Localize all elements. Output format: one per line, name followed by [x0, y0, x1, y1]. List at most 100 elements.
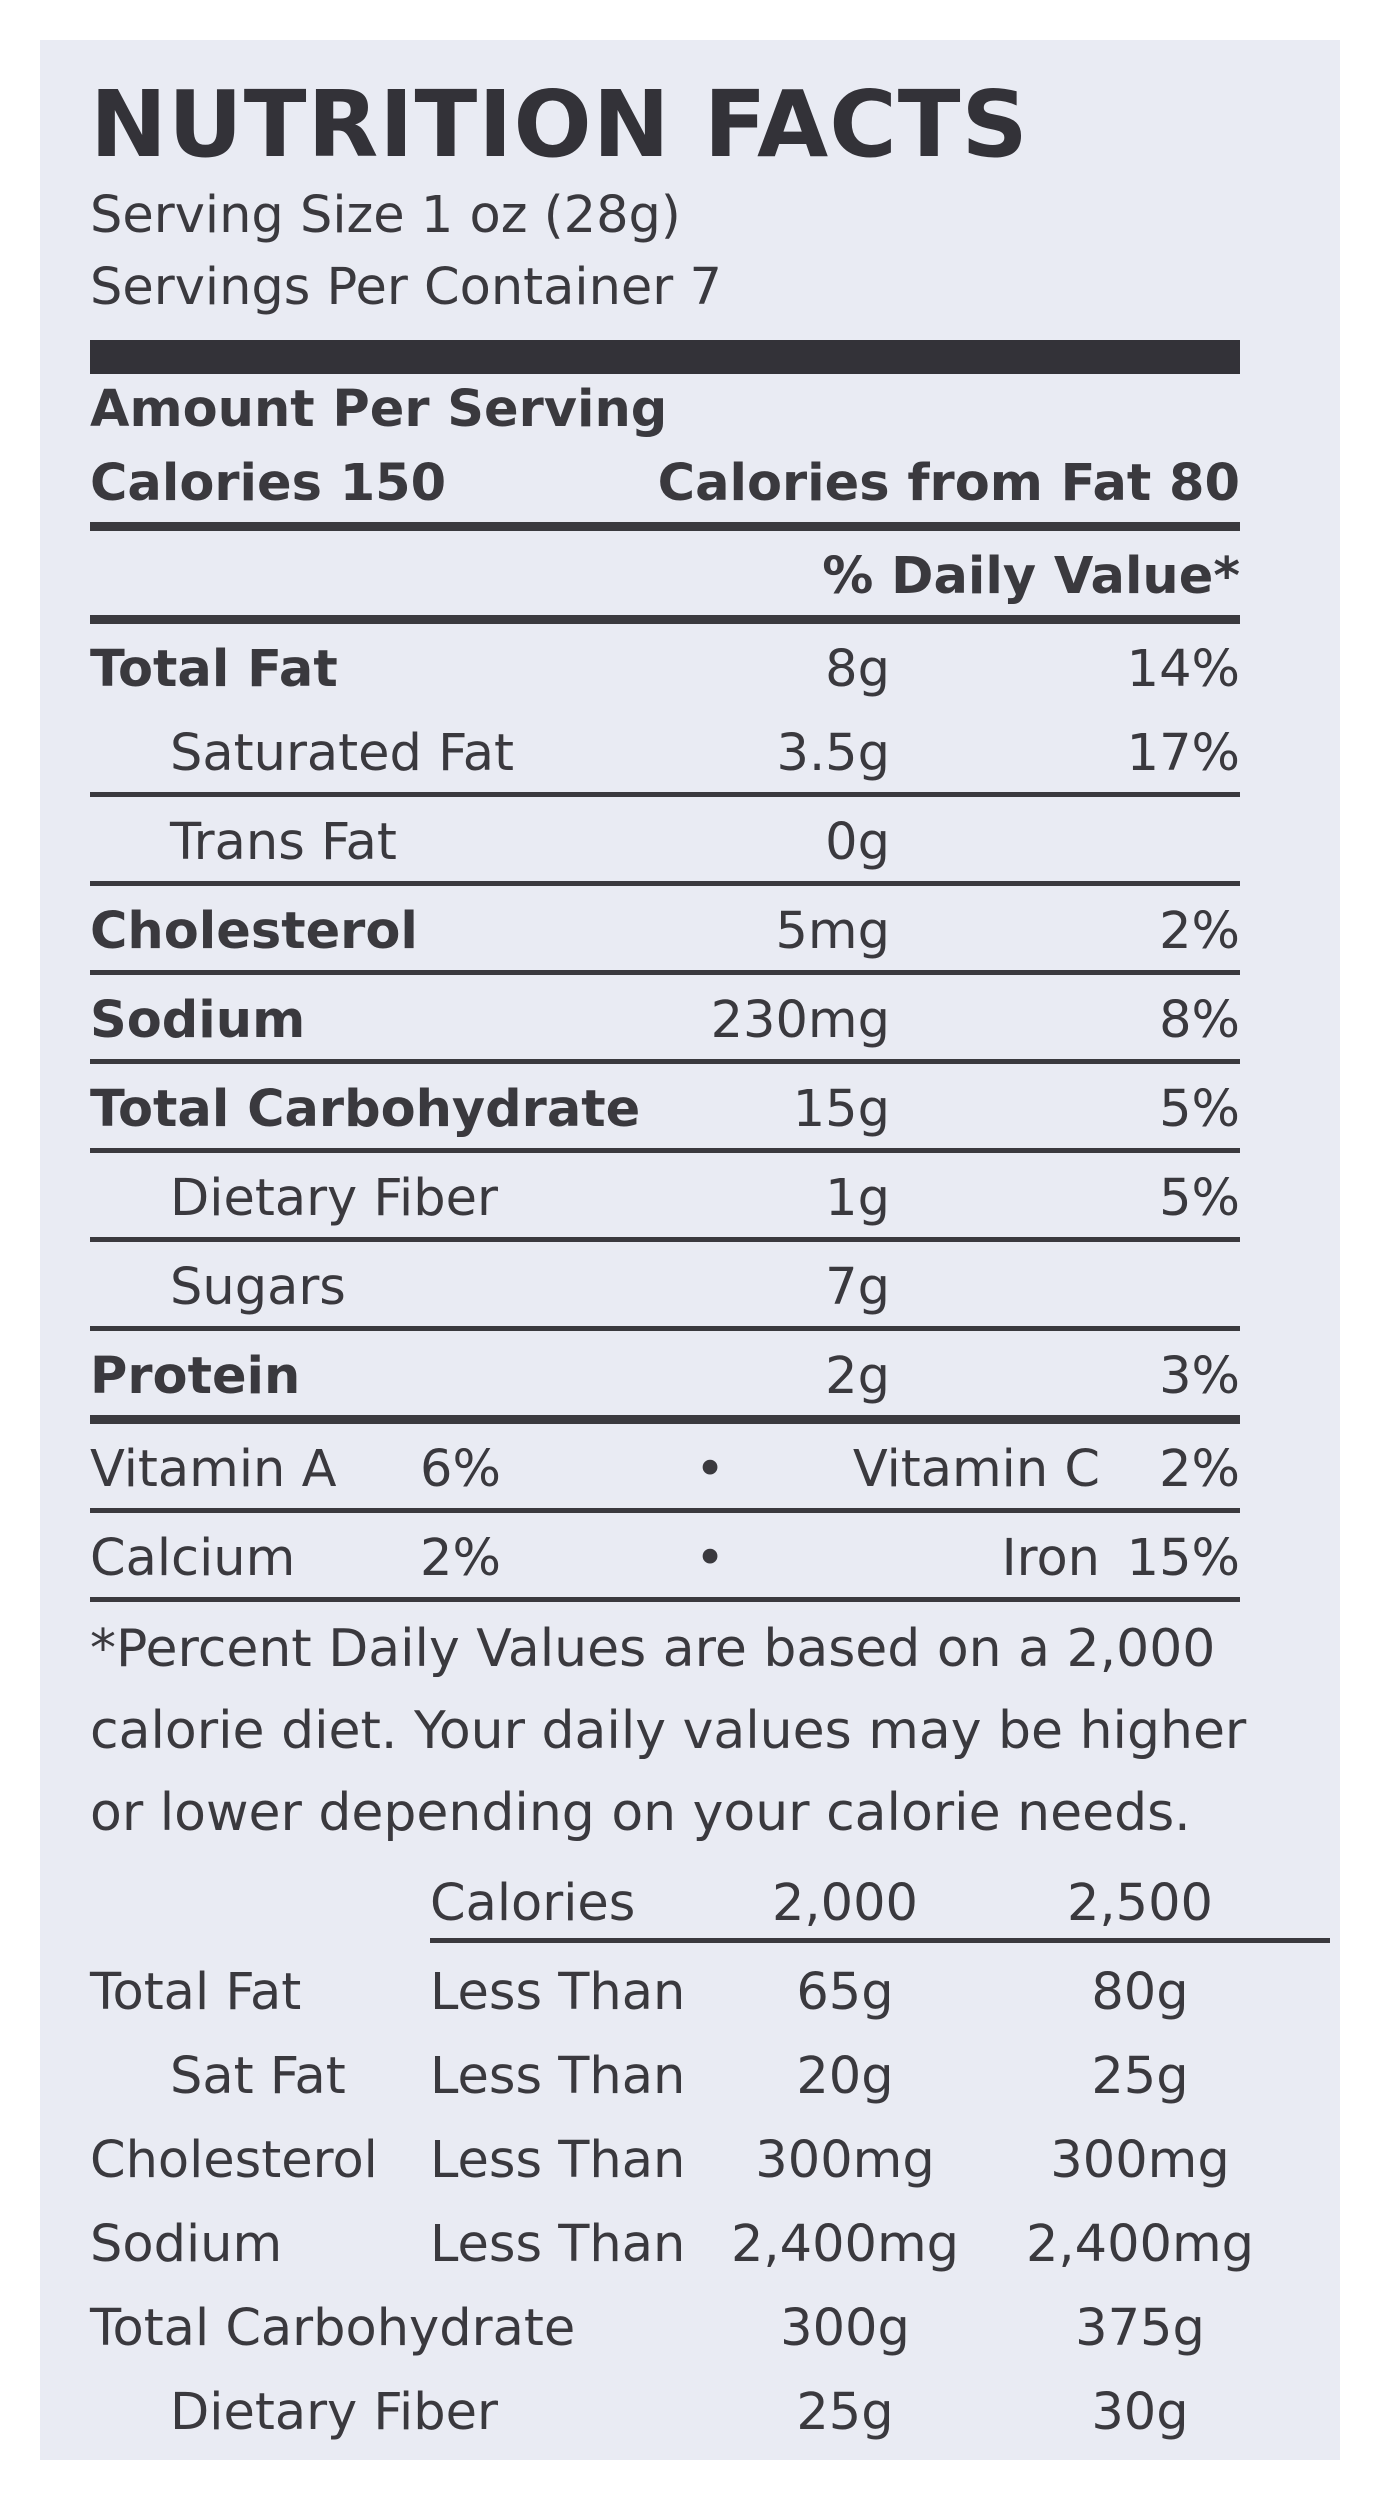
nutrient-row-total-carbohydrate: Total Carbohydrate 15g 5%	[90, 1064, 1240, 1148]
nutrient-percent: 17%	[1126, 724, 1240, 783]
nutrient-row-sugars: Sugars 7g	[90, 1242, 1240, 1326]
divider	[90, 792, 1240, 797]
nutrient-percent: 5%	[1159, 1080, 1240, 1139]
table-row-value-2500: 2,400mg	[1025, 2215, 1255, 2274]
table-row: Sat Fat Less Than 20g 25g	[90, 2027, 1290, 2111]
calories-row: Calories 150 Calories from Fat 80	[90, 448, 1240, 522]
amount-per-serving-text: Amount Per Serving	[90, 380, 668, 439]
table-row-value-2000: 300mg	[755, 2131, 935, 2190]
serving-size: Serving Size 1 oz (28g)	[90, 186, 681, 245]
table-row-value-2500: 375g	[1075, 2299, 1205, 2358]
table-row-value-2000: 20g	[796, 2047, 894, 2106]
thick-divider	[90, 340, 1240, 374]
nutrient-name: Protein	[90, 1347, 301, 1406]
table-row-name: Total Carbohydrate	[90, 2299, 576, 2358]
nutrient-row-trans-fat: Trans Fat 0g	[90, 797, 1240, 881]
column-2000: 2,000	[771, 1874, 918, 1933]
nutrient-row-protein: Protein 2g 3%	[90, 1331, 1240, 1415]
nutrient-amount: 7g	[825, 1258, 890, 1317]
table-row-value-2000: 2,400mg	[730, 2215, 960, 2274]
divider	[90, 522, 1240, 531]
nutrient-row-dietary-fiber: Dietary Fiber 1g 5%	[90, 1153, 1240, 1237]
divider	[430, 1938, 1330, 1943]
nutrient-percent: 14%	[1126, 640, 1240, 699]
nutrient-name: Total Fat	[90, 640, 338, 699]
divider	[90, 615, 1240, 624]
vitamin-percent: 2%	[420, 1529, 501, 1588]
divider	[90, 1326, 1240, 1331]
table-row-value-2500: 300mg	[1050, 2131, 1230, 2190]
daily-value-header-text: % Daily Value*	[822, 547, 1240, 606]
table-row-value-2000: 300g	[780, 2299, 910, 2358]
calories-label: Calories	[430, 1874, 636, 1933]
vitamin-row-2: Calcium 2% • Iron 15%	[90, 1513, 1240, 1597]
nutrition-label: NUTRITION FACTS Serving Size 1 oz (28g) …	[90, 70, 1330, 2447]
nutrient-percent: 3%	[1159, 1347, 1240, 1406]
nutrient-name: Saturated Fat	[170, 724, 515, 783]
divider	[90, 1148, 1240, 1153]
nutrient-amount: 3.5g	[776, 724, 890, 783]
divider	[90, 1415, 1240, 1424]
nutrient-amount: 1g	[825, 1169, 890, 1228]
nutrient-percent: 8%	[1159, 991, 1240, 1050]
vitamin-name: Calcium	[90, 1529, 296, 1588]
vitamin-name: Iron	[1001, 1529, 1100, 1588]
bullet-icon: •	[694, 1440, 726, 1499]
nutrient-name: Sodium	[90, 991, 306, 1050]
vitamin-percent: 2%	[1159, 1440, 1240, 1499]
nutrient-amount: 0g	[825, 813, 890, 872]
table-row: Total Fat Less Than 65g 80g	[90, 1943, 1290, 2027]
daily-value-header: % Daily Value*	[90, 531, 1240, 615]
table-row-qualifier: Less Than	[430, 1963, 686, 2022]
divider	[90, 1237, 1240, 1242]
table-row-name: Sat Fat	[170, 2047, 346, 2106]
nutrient-percent: 5%	[1159, 1169, 1240, 1228]
nutrient-row-total-fat: Total Fat 8g 14%	[90, 624, 1240, 708]
calories-from-fat-text: Calories from Fat 80	[657, 454, 1240, 513]
nutrient-row-sodium: Sodium 230mg 8%	[90, 975, 1240, 1059]
table-row-name: Dietary Fiber	[170, 2383, 498, 2442]
table-row-qualifier: Less Than	[430, 2215, 686, 2274]
daily-value-table-header: Calories 2,000 2,500	[90, 1854, 1290, 1938]
divider	[90, 881, 1240, 886]
calories-text: Calories 150	[90, 454, 447, 513]
nutrient-amount: 5mg	[775, 902, 890, 961]
nutrient-amount: 230mg	[710, 991, 890, 1050]
label-title: NUTRITION FACTS	[90, 71, 1029, 178]
table-row-value-2000: 65g	[796, 1963, 894, 2022]
table-row-name: Sodium	[90, 2215, 283, 2274]
vitamin-percent: 15%	[1126, 1529, 1240, 1588]
nutrient-percent: 2%	[1159, 902, 1240, 961]
table-row: Total Carbohydrate 300g 375g	[90, 2279, 1290, 2363]
column-2500: 2,500	[1066, 1874, 1213, 1933]
nutrient-name: Trans Fat	[170, 813, 397, 872]
nutrient-row-saturated-fat: Saturated Fat 3.5g 17%	[90, 708, 1240, 792]
table-row-value-2000: 25g	[796, 2383, 894, 2442]
bullet-icon: •	[694, 1529, 726, 1588]
table-row-value-2500: 25g	[1091, 2047, 1189, 2106]
nutrient-row-cholesterol: Cholesterol 5mg 2%	[90, 886, 1240, 970]
table-row: Dietary Fiber 25g 30g	[90, 2363, 1290, 2447]
nutrient-amount: 8g	[825, 640, 890, 699]
footnote: *Percent Daily Values are based on a 2,0…	[90, 1619, 1247, 1843]
table-row-value-2500: 30g	[1091, 2383, 1189, 2442]
vitamin-percent: 6%	[420, 1440, 501, 1499]
amount-per-serving: Amount Per Serving	[90, 374, 1240, 448]
vitamin-name: Vitamin A	[90, 1440, 337, 1499]
vitamin-row-1: Vitamin A 6% • Vitamin C 2%	[90, 1424, 1240, 1508]
nutrient-amount: 2g	[825, 1347, 890, 1406]
nutrient-name: Dietary Fiber	[170, 1169, 498, 1228]
nutrient-name: Cholesterol	[90, 902, 418, 961]
divider	[90, 1059, 1240, 1064]
table-row-name: Total Fat	[90, 1963, 302, 2022]
table-row-qualifier: Less Than	[430, 2047, 686, 2106]
nutrient-name: Sugars	[170, 1258, 346, 1317]
table-row-qualifier: Less Than	[430, 2131, 686, 2190]
servings-per-container: Servings Per Container 7	[90, 258, 722, 317]
nutrient-amount: 15g	[792, 1080, 890, 1139]
divider	[90, 1597, 1240, 1602]
nutrient-name: Total Carbohydrate	[90, 1080, 641, 1139]
divider	[90, 1508, 1240, 1513]
daily-value-table: Calories 2,000 2,500 Total Fat Less Than…	[90, 1854, 1330, 2447]
divider	[90, 970, 1240, 975]
